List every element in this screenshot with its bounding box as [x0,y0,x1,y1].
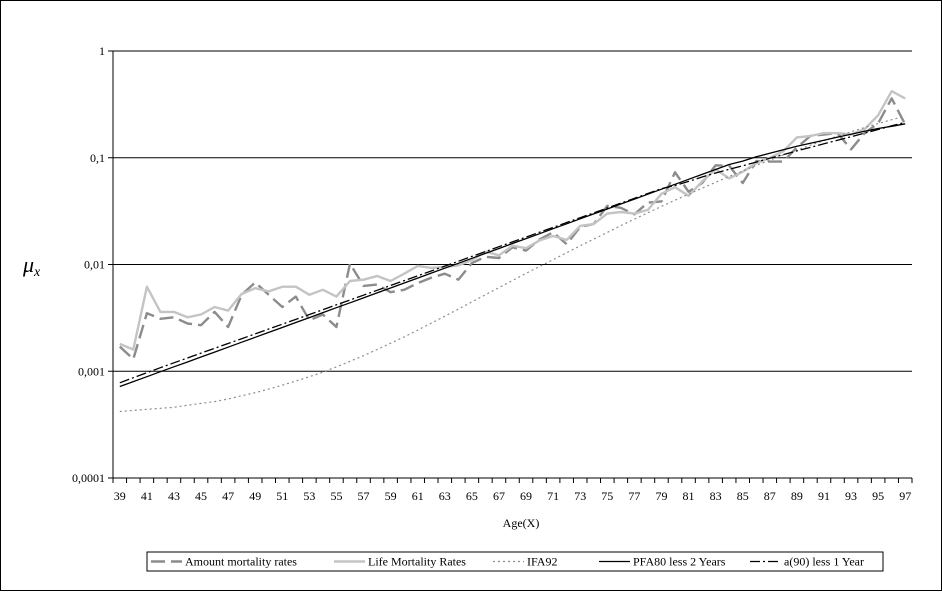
x-tick-label: 39 [114,489,126,503]
x-tick-label: 93 [845,489,857,503]
legend-label-1: Life Mortality Rates [368,555,466,569]
x-axis-title: Age(X) [503,516,540,530]
tick-labels: 1 0,1 0,01 0,001 0,0001 39 41 43 45 47 49 51 53 55 57 5… [72,44,911,503]
x-tick-label: 53 [303,489,315,503]
x-tick-label: 69 [520,489,532,503]
x-tick-label: 87 [764,489,776,503]
series-line-3 [119,123,906,388]
y-tick-label: 0,0001 [72,471,105,485]
series-line-4 [119,121,906,384]
x-tick-label: 45 [195,489,207,503]
x-tick-label: 47 [222,489,234,503]
x-tick-label: 71 [547,489,559,503]
x-tick-label: 63 [439,489,451,503]
x-tick-label: 43 [168,489,180,503]
x-tick-label: 89 [791,489,803,503]
y-tick-label: 0,01 [84,258,105,272]
x-tick-label: 73 [574,489,586,503]
x-tick-label: 81 [683,489,695,503]
x-tick-label: 49 [249,489,261,503]
series-line-0 [118,97,907,361]
x-tick-label: 75 [601,489,613,503]
x-tick-label: 55 [330,489,342,503]
y-axis-label-mu: μ [22,252,34,277]
axes [108,50,913,483]
gridlines [113,50,912,372]
y-axis-label-sub: x [33,265,41,280]
x-tick-label: 65 [466,489,478,503]
x-tick-label: 83 [710,489,722,503]
x-tick-label: 77 [628,489,640,503]
y-tick-label: 0,001 [78,364,105,378]
y-axis-label: μx [22,252,41,280]
y-tick-label: 0,1 [90,151,105,165]
series-line-1 [119,89,906,351]
x-tick-label: 67 [493,489,505,503]
x-tick-label: 85 [737,489,749,503]
x-tick-label: 57 [358,489,370,503]
x-tick-label: 91 [818,489,830,503]
x-tick-label: 61 [412,489,424,503]
legend: Amount mortality rates Life Mortality Rat… [146,551,884,572]
y-tick-label: 1 [99,44,105,58]
x-tick-label: 95 [872,489,884,503]
legend-label-0: Amount mortality rates [185,555,297,569]
x-tick-label: 41 [141,489,153,503]
x-tick-label: 59 [385,489,397,503]
series-line-2 [119,115,906,413]
legend-label-3: PFA80 less 2 Years [633,555,726,569]
x-tick-label: 79 [655,489,667,503]
x-tick-label: 97 [899,489,911,503]
legend-label-4: a(90) less 1 Year [784,555,864,569]
x-tick-label: 51 [276,489,288,503]
legend-label-2: IFA92 [527,555,557,569]
series-lines [118,89,907,413]
